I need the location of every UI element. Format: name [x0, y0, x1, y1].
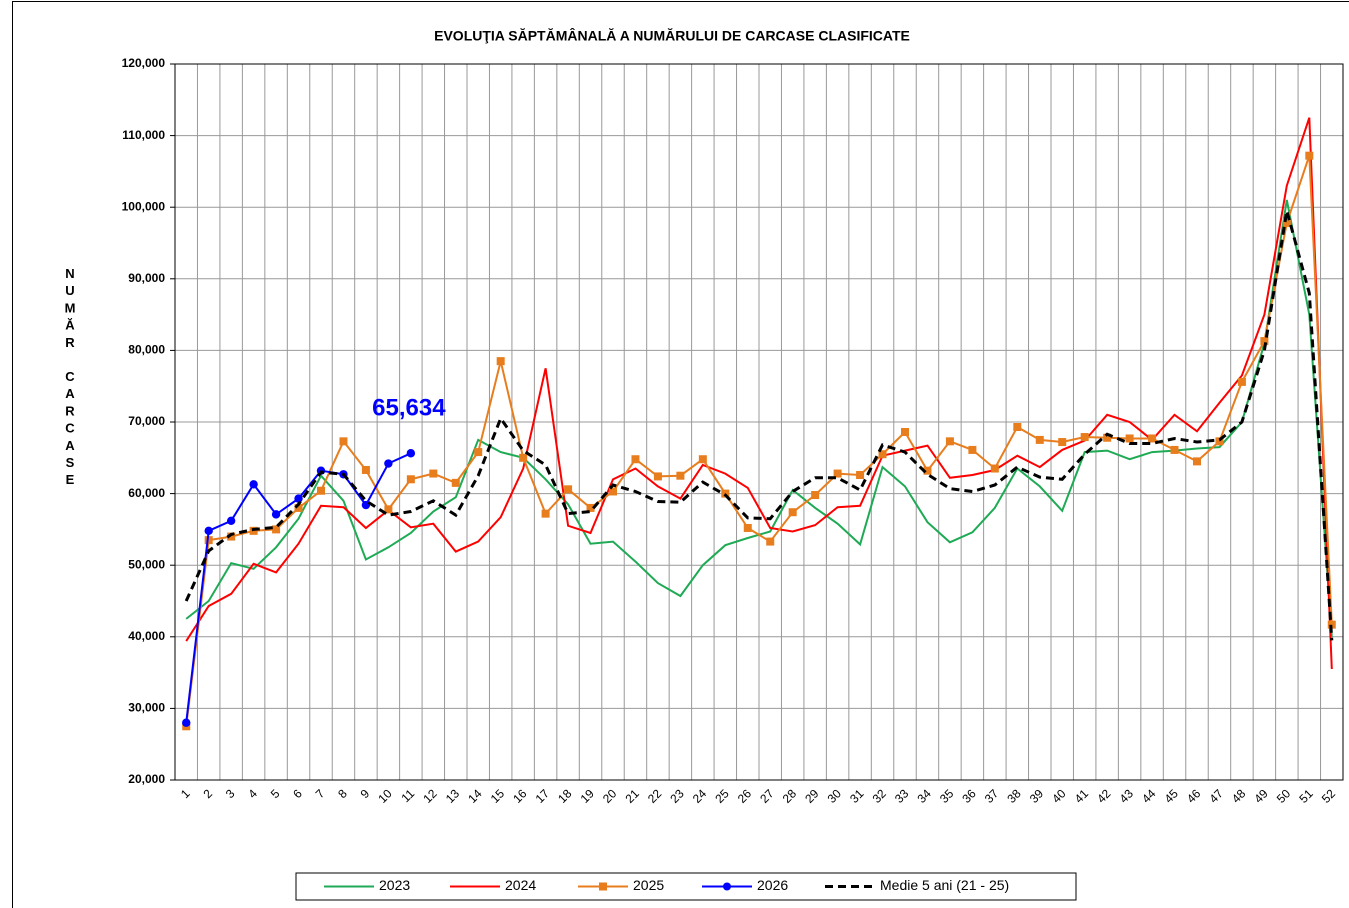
legend-label: 2024 [505, 877, 536, 893]
marker [204, 536, 213, 545]
marker [294, 494, 303, 503]
y-tick-label: 20,000 [128, 772, 165, 786]
marker [1237, 377, 1246, 386]
marker [406, 449, 416, 458]
legend-box [295, 872, 1077, 901]
marker [698, 455, 707, 464]
marker [923, 466, 932, 475]
marker [226, 516, 236, 526]
marker [227, 532, 236, 541]
marker [990, 464, 999, 473]
marker [1282, 218, 1291, 227]
marker [1103, 433, 1112, 442]
marker [294, 503, 303, 512]
marker [1148, 434, 1157, 443]
y-tick-label: 40,000 [128, 629, 165, 643]
marker [833, 469, 842, 478]
marker [406, 475, 415, 484]
marker [676, 471, 685, 480]
marker [766, 537, 775, 546]
marker [204, 526, 213, 536]
marker [1170, 445, 1179, 454]
marker [856, 470, 865, 479]
series-line [185, 117, 1333, 670]
marker [519, 453, 528, 462]
marker [1013, 423, 1022, 432]
y-tick-label: 30,000 [128, 701, 165, 715]
legend-label: 2026 [757, 877, 788, 893]
legend-label: 2025 [633, 877, 664, 893]
series-line [184, 210, 1334, 641]
marker [317, 486, 325, 495]
marker [968, 445, 977, 454]
value-label: 65,634 [372, 395, 446, 422]
marker [384, 505, 393, 514]
marker [653, 472, 662, 481]
marker [1305, 151, 1314, 160]
marker [496, 357, 505, 366]
y-tick-label: 80,000 [128, 343, 165, 357]
marker [271, 510, 281, 519]
marker [451, 478, 460, 487]
marker [901, 428, 909, 437]
legend-label: 2023 [379, 877, 410, 893]
marker [272, 525, 281, 534]
marker [1058, 438, 1067, 447]
marker [339, 437, 348, 446]
marker [1193, 457, 1201, 466]
marker [384, 459, 393, 468]
marker [1327, 620, 1336, 629]
y-tick-label: 50,000 [128, 557, 165, 571]
marker [586, 503, 595, 512]
y-tick-label: 100,000 [122, 199, 166, 213]
marker [811, 491, 820, 500]
marker [609, 487, 617, 496]
legend-label: Medie 5 ani (21 - 25) [880, 877, 1009, 893]
marker [945, 437, 954, 446]
marker [541, 509, 550, 518]
marker [429, 469, 438, 478]
marker [1035, 435, 1044, 444]
y-tick-label: 110,000 [122, 128, 165, 142]
series-line [185, 155, 1333, 727]
y-tick-label: 70,000 [128, 414, 165, 428]
legend-marker [723, 882, 731, 891]
chart-title: EVOLUŢIA SĂPTĂMÂNALĂ A NUMĂRULUI DE CARC… [434, 27, 910, 44]
marker [743, 523, 752, 532]
marker [249, 480, 258, 489]
y-tick-label: 60,000 [128, 486, 165, 500]
y-tick-label: 90,000 [128, 271, 165, 285]
marker [1080, 433, 1089, 442]
marker [1260, 337, 1269, 346]
plot-border [174, 63, 1344, 781]
marker [182, 718, 191, 727]
marker [631, 455, 640, 464]
marker [474, 448, 483, 457]
y-tick-label: 120,000 [122, 56, 166, 70]
marker [878, 450, 887, 459]
legend-marker [599, 882, 607, 891]
marker [1125, 434, 1134, 443]
marker [788, 508, 797, 517]
marker [361, 465, 370, 474]
marker [564, 485, 573, 494]
